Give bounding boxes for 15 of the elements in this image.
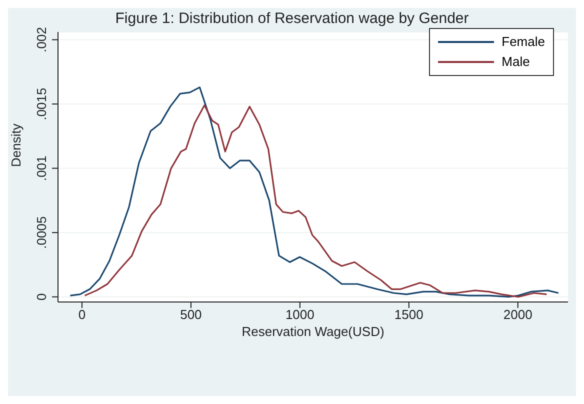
y-tick-label: .0005	[34, 216, 49, 249]
x-tick-label: 2000	[503, 307, 532, 322]
y-tick-label: .0015	[34, 88, 49, 120]
x-tick-label: 0	[78, 307, 86, 322]
legend-label: Female	[502, 33, 545, 51]
x-tick-label: 1500	[394, 307, 424, 322]
x-tick-label: 1000	[285, 307, 314, 322]
y-tick-label: .002	[34, 27, 49, 52]
y-axis-title: Density	[8, 123, 24, 167]
y-tick-label: 0	[34, 293, 49, 300]
x-tick-label: 500	[180, 307, 202, 322]
y-tick-label: .001	[34, 156, 49, 181]
x-axis-title: Reservation Wage(USD)	[242, 324, 384, 339]
legend-label: Male	[502, 53, 530, 71]
chart-title: Figure 1: Distribution of Reservation wage by Gender	[115, 10, 469, 27]
